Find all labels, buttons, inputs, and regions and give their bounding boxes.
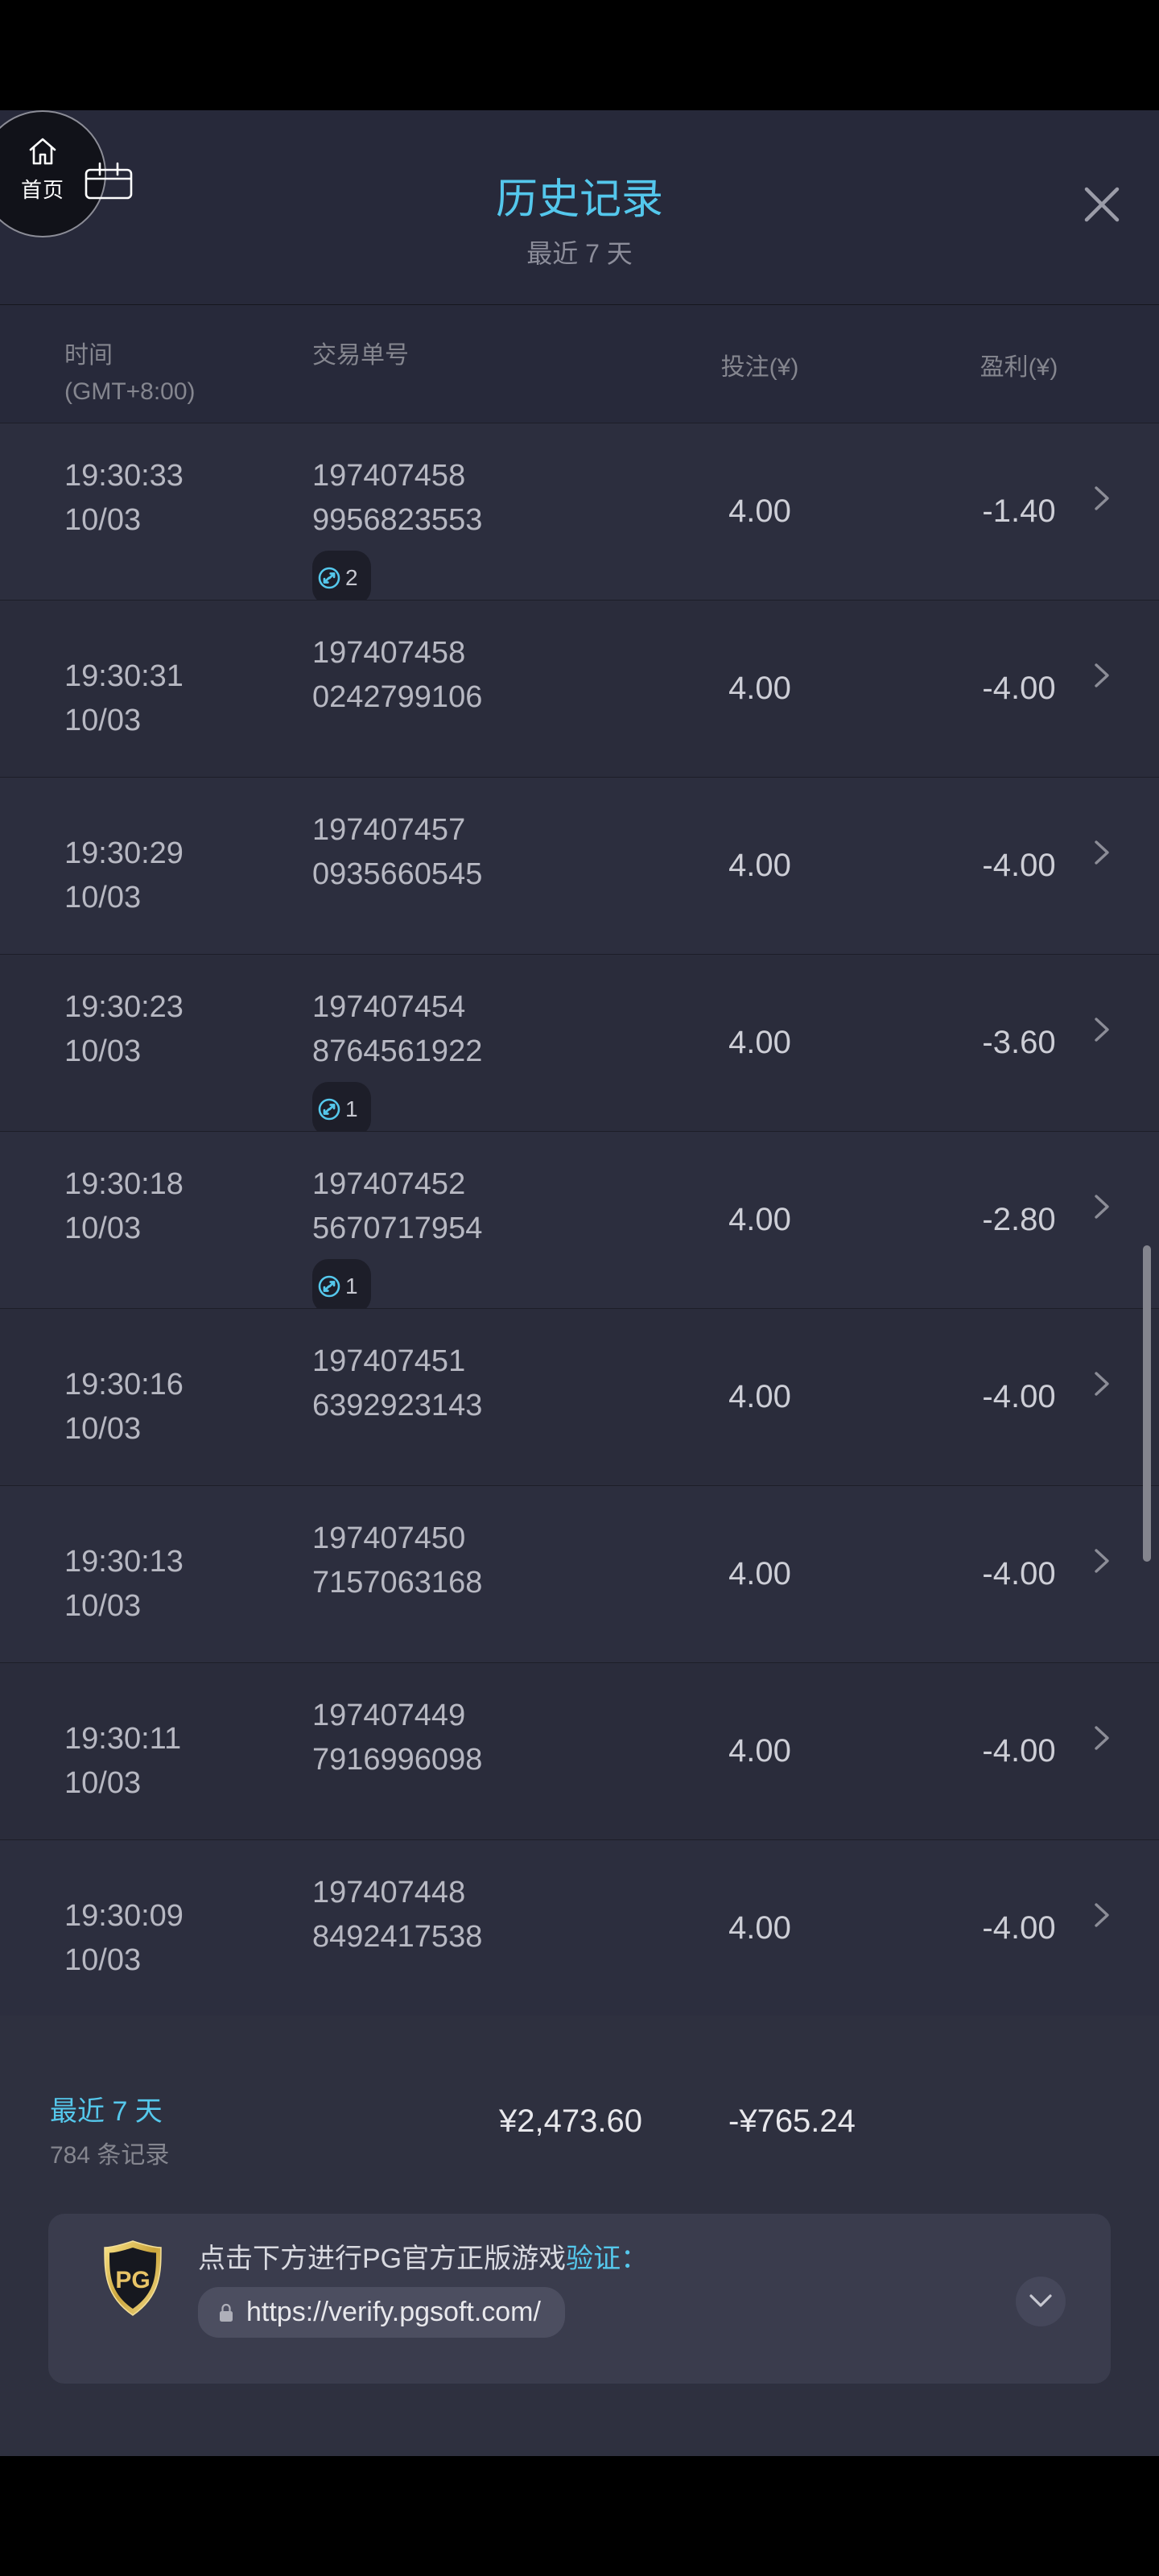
svg-text:PG: PG <box>115 2267 150 2293</box>
